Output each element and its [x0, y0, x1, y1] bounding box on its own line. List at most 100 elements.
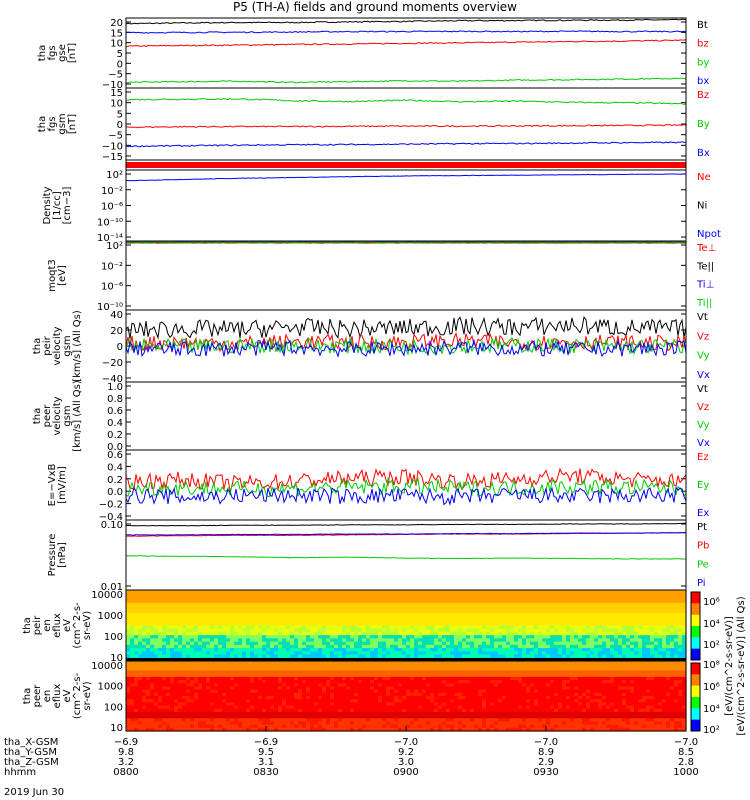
heatmap-cell — [466, 609, 471, 614]
heatmap-cell — [158, 641, 163, 646]
heatmap-cell — [230, 692, 235, 697]
heatmap-cell — [422, 628, 427, 633]
heatmap-cell — [426, 683, 431, 688]
heatmap-cell — [430, 596, 435, 601]
heatmap-cell — [358, 648, 363, 652]
heatmap-cell — [266, 683, 271, 688]
heatmap-cell — [474, 644, 479, 649]
heatmap-cell — [154, 676, 159, 681]
heatmap-cell — [422, 686, 427, 691]
heatmap-cell — [394, 596, 399, 601]
heatmap-cell — [574, 648, 579, 652]
heatmap-cell — [330, 654, 335, 659]
heatmap-cell — [350, 676, 355, 681]
heatmap-cell — [202, 670, 207, 675]
heatmap-cell — [654, 631, 659, 636]
heatmap-cell — [562, 619, 567, 623]
heatmap-cell — [322, 696, 327, 700]
heatmap-cell — [550, 628, 555, 633]
heatmap-cell — [230, 676, 235, 681]
heatmap-cell — [666, 612, 671, 617]
heatmap-cell — [586, 667, 591, 672]
heatmap-cell — [218, 641, 223, 646]
heatmap-cell — [346, 590, 351, 594]
heatmap-cell — [510, 612, 515, 617]
heatmap-cell — [662, 593, 667, 598]
heatmap-cell — [266, 606, 271, 610]
y-tick-label: 10 — [110, 39, 123, 50]
heatmap-cell — [202, 612, 207, 617]
heatmap-cell — [626, 667, 631, 672]
heatmap-cell — [626, 596, 631, 601]
heatmap-cell — [142, 696, 147, 700]
heatmap-cell — [422, 593, 427, 598]
heatmap-cell — [542, 638, 547, 643]
heatmap-cell — [278, 609, 283, 614]
heatmap-cell — [602, 689, 607, 694]
heatmap-cell — [374, 593, 379, 598]
heatmap-cell — [470, 689, 475, 694]
heatmap-cell — [418, 612, 423, 617]
heatmap-cell — [334, 676, 339, 681]
heatmap-cell — [658, 602, 663, 607]
y-axis-label: moqt3 — [47, 259, 58, 292]
heatmap-cell — [630, 612, 635, 617]
heatmap-cell — [434, 644, 439, 649]
heatmap-cell — [346, 680, 351, 684]
heatmap-cell — [410, 644, 415, 649]
heatmap-cell — [442, 622, 447, 627]
heatmap-cell — [626, 628, 631, 633]
heatmap-cell — [626, 686, 631, 691]
heatmap-cell — [594, 648, 599, 652]
heatmap-cell — [266, 602, 271, 607]
heatmap-cell — [218, 635, 223, 640]
heatmap-cell — [494, 651, 499, 656]
heatmap-cell — [674, 596, 679, 601]
heatmap-cell — [362, 625, 367, 630]
heatmap-cell — [126, 673, 131, 678]
heatmap-cell — [526, 635, 531, 640]
heatmap-cell — [678, 664, 683, 668]
heatmap-cell — [198, 683, 203, 688]
heatmap-cell — [258, 593, 263, 598]
heatmap-cell — [502, 683, 507, 688]
heatmap-cell — [678, 593, 683, 598]
heatmap-cell — [418, 606, 423, 610]
heatmap-cell — [294, 661, 299, 665]
heatmap-cell — [150, 596, 155, 601]
heatmap-cell — [614, 676, 619, 681]
heatmap-cell — [158, 661, 163, 665]
heatmap-cell — [450, 622, 455, 627]
heatmap-cell — [518, 661, 523, 665]
heatmap-cell — [662, 644, 667, 649]
heatmap-cell — [298, 651, 303, 656]
heatmap-cell — [230, 631, 235, 636]
heatmap-cell — [314, 696, 319, 700]
heatmap-cell — [642, 680, 647, 684]
heatmap-cell — [602, 670, 607, 675]
heatmap-cell — [514, 689, 519, 694]
heatmap-cell — [434, 619, 439, 623]
heatmap-cell — [606, 651, 611, 656]
heatmap-cell — [394, 680, 399, 684]
heatmap-cell — [458, 664, 463, 668]
heatmap-cell — [410, 673, 415, 678]
heatmap-cell — [310, 673, 315, 678]
heatmap-cell — [166, 635, 171, 640]
heatmap-cell — [674, 648, 679, 652]
heatmap-cell — [670, 638, 675, 643]
heatmap-cell — [678, 625, 683, 630]
heatmap-cell — [186, 615, 191, 620]
heatmap-cell — [378, 609, 383, 614]
heatmap-cell — [650, 641, 655, 646]
heatmap-cell — [202, 683, 207, 688]
heatmap-cell — [254, 696, 259, 700]
heatmap-cell — [590, 689, 595, 694]
heatmap-cell — [606, 683, 611, 688]
heatmap-cell — [478, 638, 483, 643]
heatmap-cell — [514, 651, 519, 656]
heatmap-cell — [666, 590, 671, 594]
heatmap-cell — [382, 606, 387, 610]
heatmap-cell — [682, 670, 687, 675]
heatmap-cell — [302, 631, 307, 636]
